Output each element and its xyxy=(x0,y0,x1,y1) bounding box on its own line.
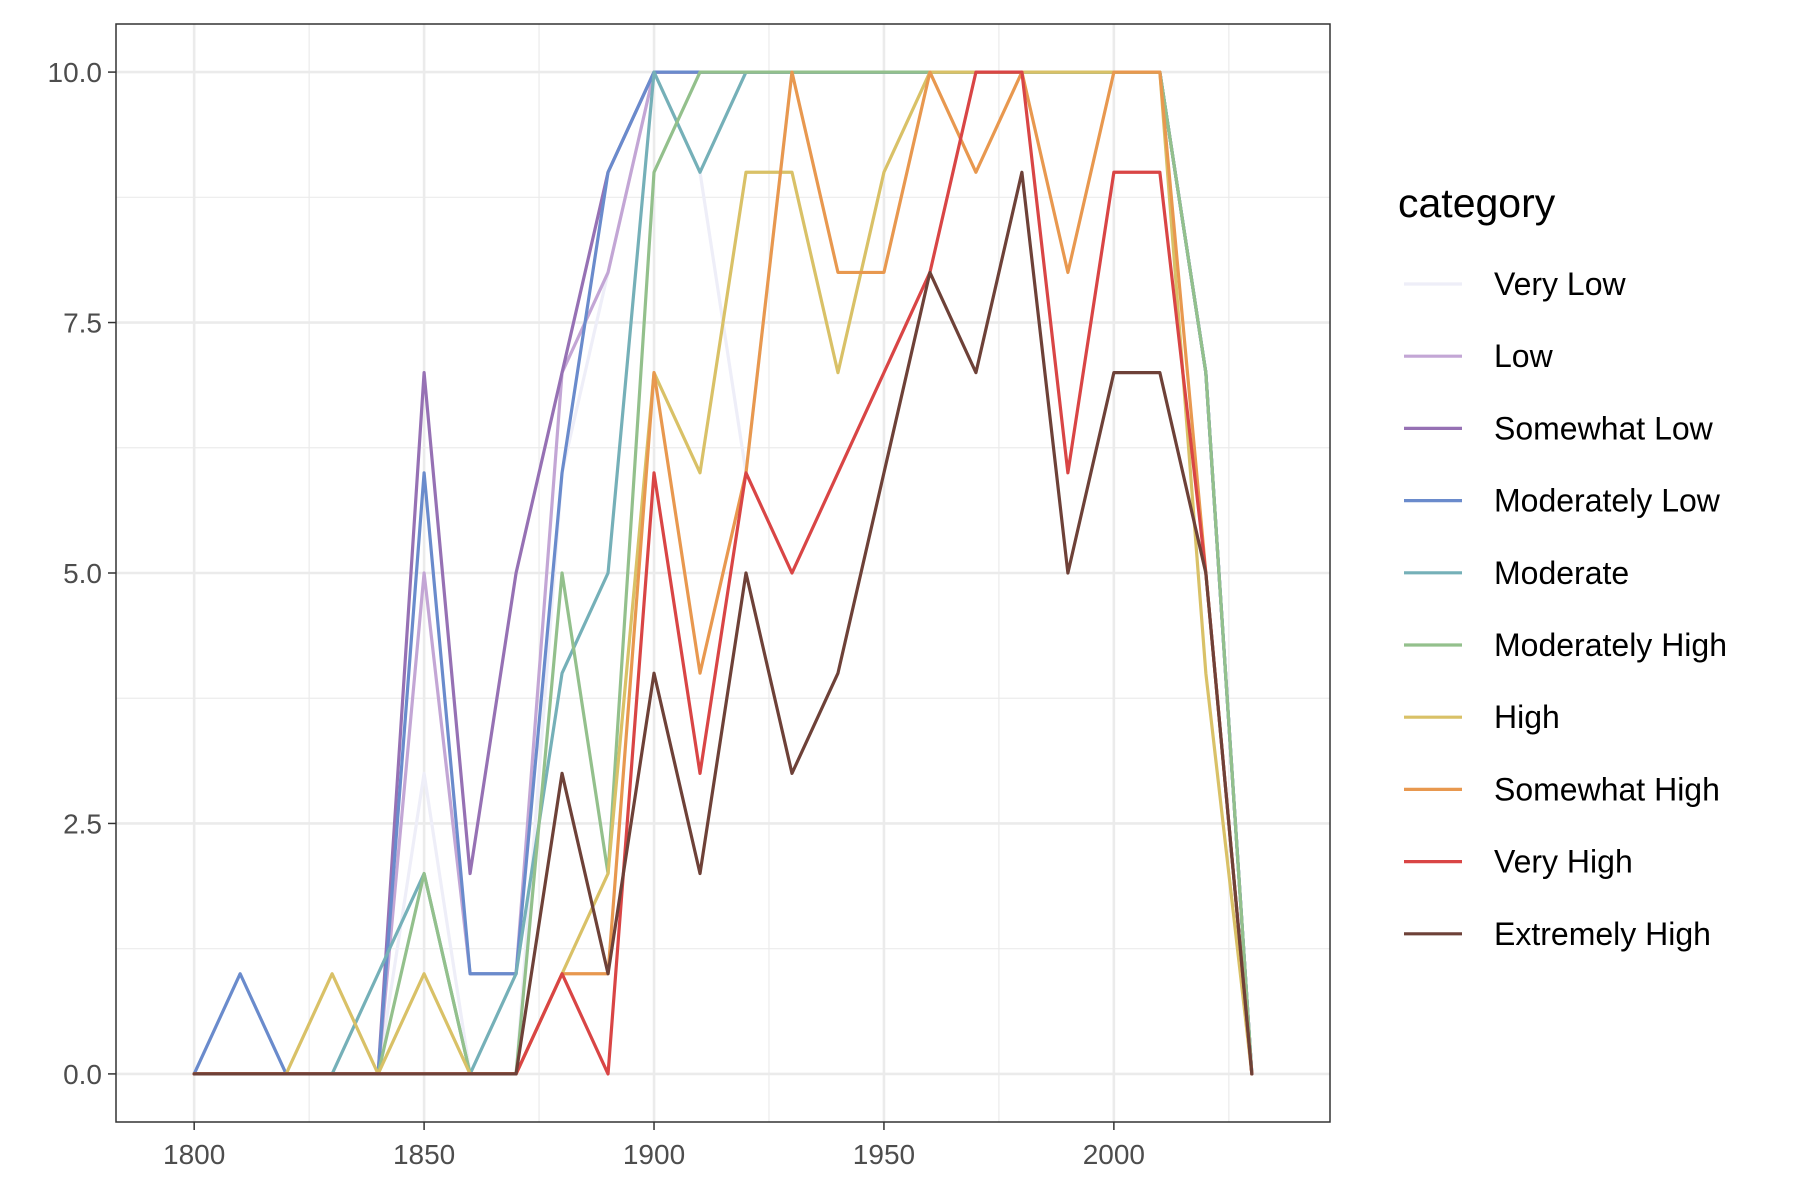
legend-label: Moderately Low xyxy=(1494,483,1721,519)
legend-item: Low xyxy=(1404,338,1554,374)
x-tick-label: 2000 xyxy=(1083,1139,1145,1170)
legend-label: Very High xyxy=(1494,844,1633,880)
x-axis: 1800 1850 1900 1950 2000 xyxy=(163,1122,1145,1170)
series-line xyxy=(192,170,1254,1076)
legend-label: Somewhat High xyxy=(1494,771,1720,807)
series-lines xyxy=(192,70,1254,1076)
legend-label: Extremely High xyxy=(1494,916,1711,952)
legend-label: High xyxy=(1494,699,1560,735)
y-tick-label: 0.0 xyxy=(63,1059,102,1090)
y-axis: 0.0 2.5 5.0 7.5 10.0 xyxy=(48,57,116,1090)
legend: category Very Low Low Somewhat Low Moderate… xyxy=(1398,180,1727,952)
y-tick-label: 7.5 xyxy=(63,308,102,339)
legend-label: Somewhat Low xyxy=(1494,410,1714,446)
x-tick-label: 1900 xyxy=(623,1139,685,1170)
x-tick-label: 1950 xyxy=(853,1139,915,1170)
legend-item: Somewhat High xyxy=(1404,771,1720,807)
legend-title: category xyxy=(1398,180,1556,226)
legend-item: Somewhat Low xyxy=(1404,410,1714,446)
legend-item: Moderately Low xyxy=(1404,483,1721,519)
legend-label: Moderately High xyxy=(1494,627,1727,663)
y-tick-label: 2.5 xyxy=(63,808,102,839)
y-tick-label: 10.0 xyxy=(48,57,103,88)
legend-item: Extremely High xyxy=(1404,916,1711,952)
legend-item: Moderately High xyxy=(1404,627,1727,663)
minor-gridlines xyxy=(116,24,1330,1122)
x-tick-label: 1800 xyxy=(163,1139,225,1170)
series-line xyxy=(192,70,1254,1076)
legend-label: Very Low xyxy=(1494,266,1627,302)
y-tick-label: 5.0 xyxy=(63,558,102,589)
legend-label: Moderate xyxy=(1494,555,1629,591)
legend-item: High xyxy=(1404,699,1560,735)
legend-item: Very Low xyxy=(1404,266,1627,302)
legend-item: Moderate xyxy=(1404,555,1629,591)
x-tick-label: 1850 xyxy=(393,1139,455,1170)
legend-label: Low xyxy=(1494,338,1554,374)
legend-item: Very High xyxy=(1404,844,1633,880)
